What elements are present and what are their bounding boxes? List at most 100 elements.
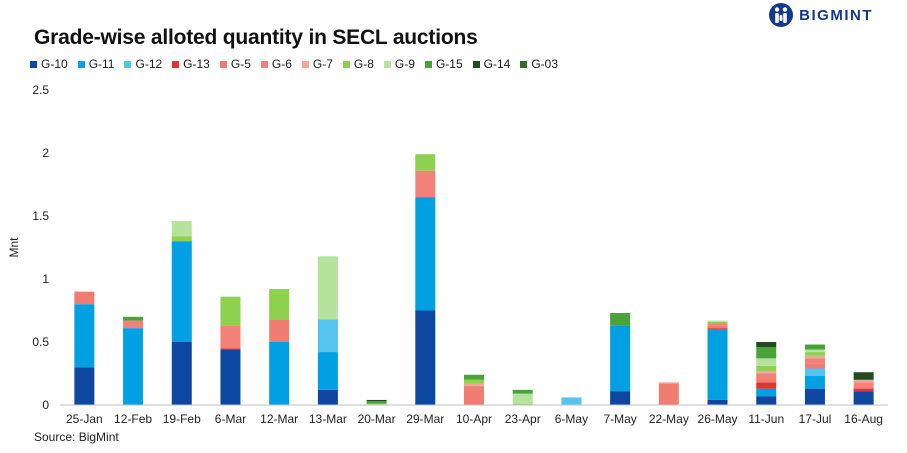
bigmint-logo-icon	[769, 3, 794, 27]
bar-segment-g-15	[123, 316, 144, 321]
bar-segment-g-6	[853, 382, 874, 387]
logo-text: BIGMINT	[799, 6, 873, 24]
bar-segment-g-9	[317, 256, 338, 320]
x-tick-label: 6-May	[555, 412, 588, 426]
bar-segment-g-15	[756, 347, 777, 359]
bar-segment-g-8	[512, 403, 533, 405]
bar-segment-g-5	[804, 363, 825, 369]
x-tick-label: 11-Jun	[748, 412, 784, 426]
bar-segment-g-5	[464, 386, 484, 405]
bar-segment-g-14	[756, 342, 777, 348]
legend-swatch	[124, 60, 132, 68]
bar-segment-g-6	[707, 323, 728, 326]
bar-segment-g-8	[415, 154, 436, 171]
bar-segment-g-6	[756, 373, 777, 379]
bar-segment-g-9	[756, 358, 777, 366]
bar-segment-g-15	[464, 374, 484, 380]
x-tick-label: 23-Apr	[505, 412, 541, 426]
bar-segment-g-10	[220, 349, 241, 405]
bar-segment-g-14	[366, 399, 387, 402]
bar-segment-g-8	[269, 289, 290, 320]
legend-swatch	[383, 60, 391, 68]
x-tick-label: 20-Mar	[358, 412, 396, 426]
legend-label: G-5	[230, 57, 251, 71]
y-tick-label: 2.5	[32, 83, 49, 97]
bar-segment-g-11	[415, 197, 436, 311]
bar-segment-g-11	[123, 328, 144, 405]
bar-segment-g-7	[756, 370, 777, 374]
bar-segment-g-10	[171, 342, 192, 405]
bar-segment-g-15	[366, 401, 387, 404]
legend-swatch	[424, 60, 432, 68]
x-tick-label: 12-Feb	[114, 412, 152, 426]
legend-label: G-11	[88, 57, 115, 71]
bar-segment-g-11	[707, 329, 728, 400]
bar-segment-g-10	[853, 391, 874, 405]
bar-segment-g-6	[804, 358, 825, 364]
legend-label: G-8	[353, 57, 374, 71]
bar-segment-g-5	[269, 319, 290, 342]
bar-segment-g-8	[171, 236, 192, 242]
legend-item-g-6: G-6	[260, 57, 292, 71]
legend-swatch	[172, 60, 180, 68]
legend-item-g-10: G-10	[30, 57, 68, 71]
bar-segment-g-15	[804, 344, 825, 350]
legend-item-g-7: G-7	[301, 57, 333, 71]
bar-segment-g-13	[853, 388, 874, 392]
x-tick-label: 7-May	[603, 412, 636, 426]
x-tick-label: 16-Aug	[844, 412, 883, 426]
y-tick-label: 0	[42, 398, 49, 412]
legend-swatch	[77, 60, 85, 68]
legend-swatch	[472, 60, 480, 68]
chart-legend: G-10 G-11 G-12 G-13 G-5 G-6 G-7 G-8 G-9 G-15 G-14 G…	[30, 57, 568, 71]
y-tick-label: 0.5	[32, 335, 49, 349]
x-tick-label: 6-Mar	[215, 412, 246, 426]
x-tick-label: 10-Apr	[456, 412, 492, 426]
bar-segment-g-9	[512, 393, 533, 404]
bar-segment-g-13	[707, 328, 728, 330]
bar-segment-g-12	[561, 397, 582, 405]
legend-swatch	[260, 60, 268, 68]
legend-swatch	[342, 60, 350, 68]
bar-segment-g-5	[658, 383, 679, 405]
legend-swatch	[301, 60, 309, 68]
bar-segment-g-6	[220, 325, 241, 349]
bar-segment-g-9	[171, 221, 192, 237]
legend-label: G-13	[183, 57, 210, 71]
legend-swatch	[219, 60, 227, 68]
bar-segment-g-8	[707, 321, 728, 324]
bar-segment-g-11	[317, 352, 338, 390]
legend-label: G-12	[135, 57, 163, 71]
legend-label: G-6	[271, 57, 292, 71]
bar-segment-g-11	[756, 388, 777, 397]
source-note: Source: BigMint	[34, 430, 119, 444]
bigmint-logo: BIGMINT	[768, 2, 873, 28]
bar-segment-g-8	[804, 352, 825, 356]
bar-segment-g-9	[366, 403, 387, 405]
bar-segment-g-10	[707, 399, 728, 405]
x-tick-label: 13-Mar	[309, 412, 347, 426]
legend-label: G-7	[312, 57, 333, 71]
bar-segment-g-10	[415, 310, 436, 405]
x-tick-label: 12-Mar	[260, 412, 298, 426]
legend-swatch	[30, 60, 37, 68]
legend-label: G-9	[394, 57, 415, 71]
bar-segment-g-10	[804, 388, 825, 405]
legend-item-g-5: G-5	[219, 57, 251, 71]
legend-label: G-10	[41, 57, 68, 71]
bar-segment-g-7	[853, 379, 874, 383]
x-tick-label: 29-Mar	[406, 412, 444, 426]
bar-segment-g-7	[658, 382, 679, 384]
x-tick-label: 19-Feb	[163, 412, 201, 426]
y-tick-label: 1	[42, 272, 49, 286]
bar-segment-g-6	[415, 170, 436, 198]
legend-label: G-03	[531, 57, 558, 71]
bar-segment-g-5	[756, 378, 777, 383]
bar-segment-g-12	[804, 368, 825, 377]
bar-segment-g-9	[707, 320, 728, 322]
y-tick-label: 1.5	[32, 209, 49, 223]
bar-segment-g-13	[220, 348, 241, 350]
bar-segment-g-6	[123, 320, 144, 329]
legend-item-g-03: G-03	[520, 57, 558, 71]
legend-item-g-12: G-12	[124, 57, 162, 71]
